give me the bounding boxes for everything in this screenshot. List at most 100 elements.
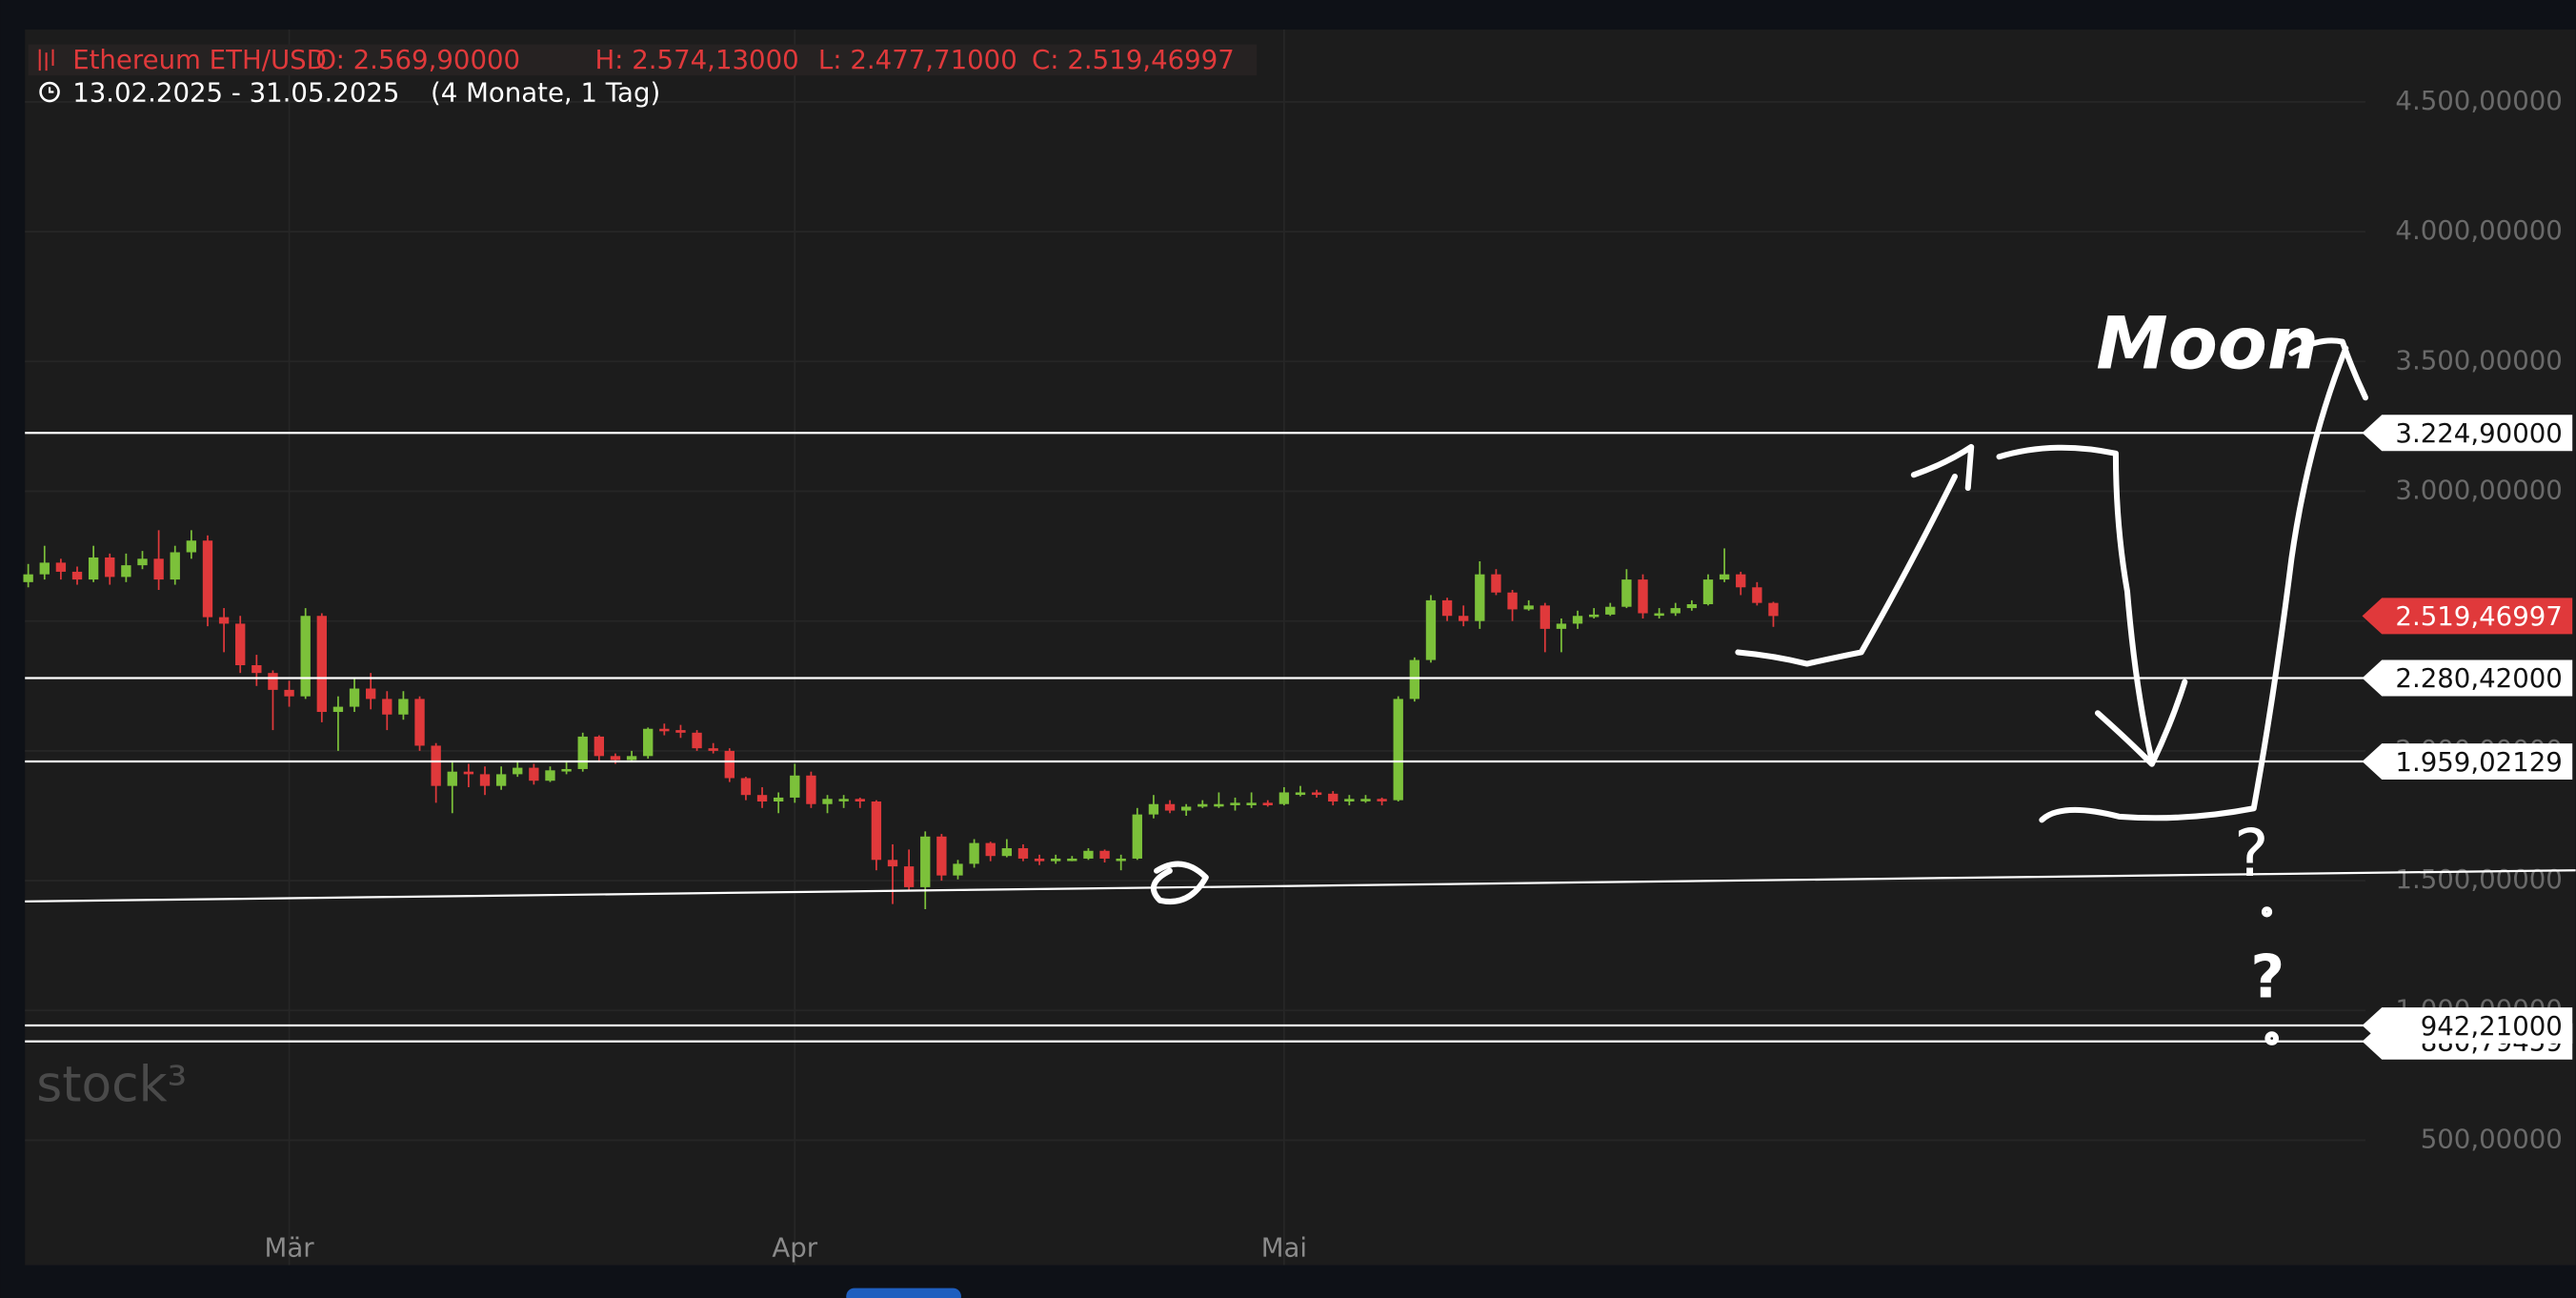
candle-body <box>1051 858 1061 862</box>
drawn-arrow-down <box>1996 444 2155 764</box>
candle-body <box>39 562 50 575</box>
candle-body <box>790 775 800 798</box>
annotation-question: ? <box>2234 816 2269 892</box>
candle-body <box>1148 803 1159 815</box>
candle-body <box>268 673 278 690</box>
level-tag-shape <box>2362 659 2573 697</box>
candle-body <box>773 797 784 802</box>
candle-body <box>1180 806 1192 811</box>
candle-body <box>920 836 931 887</box>
watermark: stock³ <box>36 1056 187 1113</box>
candle-body <box>1083 850 1094 859</box>
candle-body <box>1768 602 1779 617</box>
candle-body <box>969 842 979 864</box>
candle-body <box>332 706 344 713</box>
drawn-dot <box>2264 1031 2280 1045</box>
candle-body <box>1736 574 1746 588</box>
candle-body <box>1328 793 1338 802</box>
candles <box>23 530 1779 910</box>
y-tick-label: 500,00000 <box>2421 1123 2563 1154</box>
candle-body <box>1262 802 1273 805</box>
candle-body <box>1588 614 1600 618</box>
drawn-circle <box>1150 861 1209 904</box>
candle-body <box>577 736 588 769</box>
candle-body <box>1752 587 1762 603</box>
candle-body <box>1295 792 1306 796</box>
candle-body <box>1067 858 1077 862</box>
candle-body <box>479 774 491 786</box>
candle-body <box>382 699 392 715</box>
ohlc-low: L: 2.477,71000 <box>818 44 1017 75</box>
candle-body <box>137 558 148 566</box>
candle-body <box>1001 848 1013 857</box>
period: (4 Monate, 1 Tag) <box>431 76 660 108</box>
candle-body <box>121 565 131 578</box>
candle-body <box>300 616 311 697</box>
candle-body <box>1459 616 1469 621</box>
candle-body <box>838 799 849 801</box>
candle-body <box>23 574 33 582</box>
candle-body <box>626 756 637 761</box>
level-tag-label: 2.280,42000 <box>2395 662 2562 694</box>
candle-body <box>1654 613 1664 617</box>
candle-body <box>529 767 539 781</box>
plot-background <box>25 30 2576 1266</box>
candle-body <box>1441 599 1453 617</box>
y-tick-label: 4.500,00000 <box>2395 85 2562 116</box>
candle-body <box>1344 799 1355 802</box>
candle-body <box>936 836 947 876</box>
candle-body <box>1523 605 1534 610</box>
candle-body <box>349 688 360 707</box>
scroll-handle[interactable] <box>846 1288 961 1298</box>
drawn-arrow-head <box>1910 443 1975 492</box>
candle-body <box>414 699 425 746</box>
candle-body <box>871 801 882 861</box>
candle-body <box>284 689 294 697</box>
candle-body <box>1638 579 1648 614</box>
candle-body <box>1425 599 1437 660</box>
candle-body <box>1556 623 1567 629</box>
candle-body <box>1034 858 1045 862</box>
hand-drawing <box>1150 337 2368 1045</box>
candle-body <box>1278 792 1290 804</box>
level-tag-label: 942,21000 <box>2421 1010 2563 1042</box>
candle-body <box>88 557 99 580</box>
candle-body <box>463 771 474 775</box>
level-tag-label: 3.224,90000 <box>2395 417 2562 449</box>
candle-body <box>1164 803 1176 811</box>
candle-body <box>1311 792 1322 796</box>
candle-body <box>1360 799 1371 801</box>
drawn-arrow-up <box>2039 345 2349 823</box>
candle-body <box>545 770 555 781</box>
candle-body <box>1491 574 1501 593</box>
candle-body <box>659 728 670 732</box>
candle-body <box>55 562 67 572</box>
ohlc-close: C: 2.519,46997 <box>1032 44 1235 75</box>
candle-body <box>822 799 833 804</box>
ohlc-open: O: 2.569,90000 <box>315 44 520 75</box>
candle-body <box>1572 616 1583 624</box>
candle-body <box>186 540 197 553</box>
candle-body <box>1116 858 1126 862</box>
instrument-title: Ethereum ETH/USD <box>72 44 327 75</box>
candle-body <box>855 799 865 802</box>
candle-body <box>365 688 376 700</box>
candle-body <box>153 558 164 580</box>
annotation-moon: Moon <box>2096 301 2319 385</box>
drawn-arrow-head <box>2288 337 2368 401</box>
candle-body <box>218 617 230 624</box>
candle-body <box>1605 606 1616 615</box>
candle-body <box>675 730 686 733</box>
candle-body <box>643 728 654 757</box>
level-tag-shape <box>2362 743 2573 781</box>
candle-body <box>202 540 213 618</box>
candle-body <box>1507 592 1518 610</box>
candle-body <box>447 771 457 786</box>
y-tick-label: 3.000,00000 <box>2395 474 2562 505</box>
overlays: 3.224,900002.280,420001.959,02129880,794… <box>25 415 2576 1060</box>
candle-body <box>594 736 605 757</box>
candle-body <box>1377 799 1387 801</box>
x-tick-label: Mär <box>265 1231 315 1263</box>
date-range: 13.02.2025 - 31.05.2025 <box>72 76 399 108</box>
